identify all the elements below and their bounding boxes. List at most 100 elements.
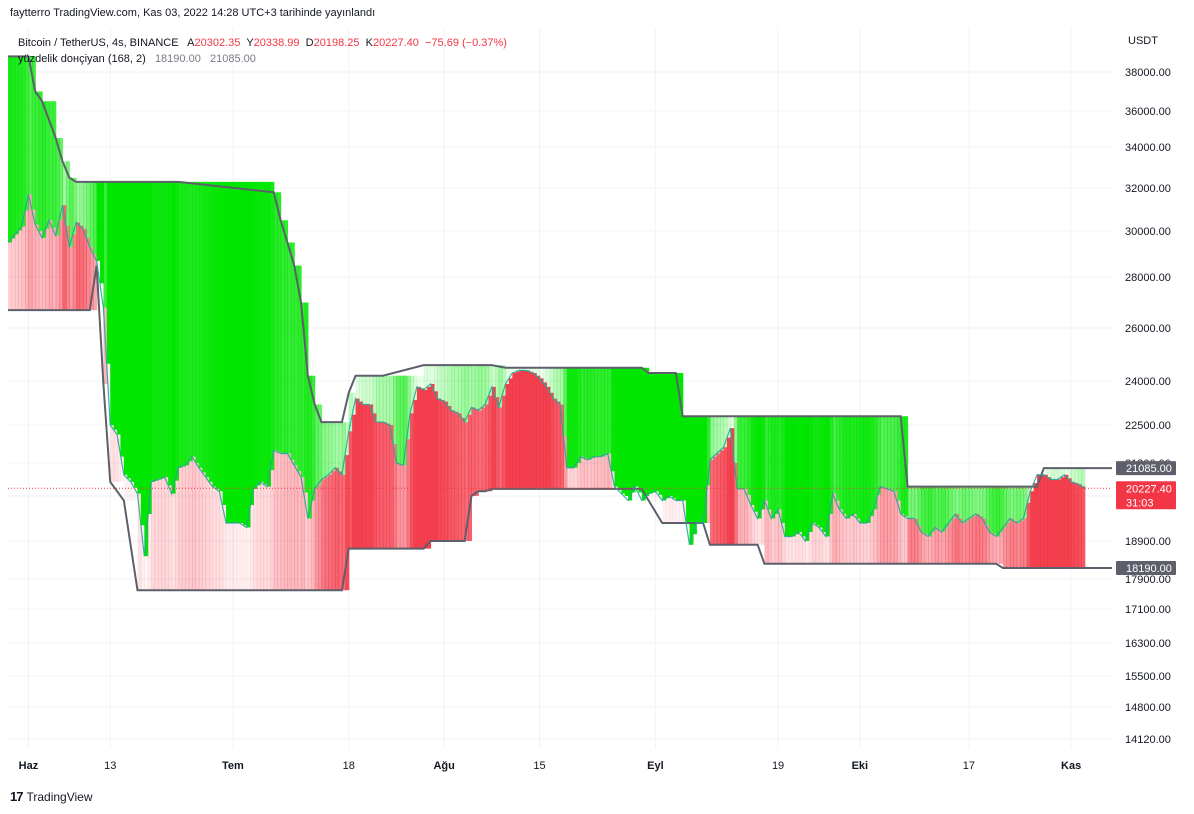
bear-fill-strip: [127, 478, 132, 501]
bear-fill-strip: [600, 456, 605, 489]
bear-fill-strip: [900, 514, 905, 564]
bear-fill-strip: [1047, 477, 1052, 568]
bear-fill-strip: [35, 224, 40, 311]
indicator-legend-row[interactable]: yüzdelik dонçiyan (168, 2) 18190.00 2108…: [18, 51, 507, 67]
y-axis[interactable]: USDT 38000.00 36000.00 34000.00 32000.00 3000…: [1125, 35, 1171, 746]
bull-fill-strip: [386, 375, 391, 424]
bull-fill-strip: [301, 302, 306, 478]
bull-fill-strip: [808, 416, 813, 532]
bear-fill-strip: [907, 518, 912, 564]
bear-fill-strip: [338, 471, 343, 591]
bull-fill-strip: [1064, 468, 1069, 475]
symbol-legend-row[interactable]: Bitcoin / TetherUS, 4s, BINANCE A20302.3…: [18, 35, 507, 51]
bull-fill-strip: [641, 367, 646, 501]
bull-fill-strip: [542, 367, 547, 383]
bull-fill-strip: [675, 373, 680, 501]
bull-fill-strip: [890, 416, 895, 491]
bull-fill-strip: [689, 416, 694, 545]
bull-fill-strip: [89, 181, 94, 248]
bear-fill-strip: [580, 456, 585, 489]
bull-fill-strip: [253, 181, 258, 489]
bull-fill-strip: [297, 265, 302, 472]
indicator-low-value: 18190.00: [154, 53, 201, 65]
bear-fill-strip: [798, 532, 803, 564]
bear-fill-strip: [284, 453, 289, 591]
bull-fill-strip: [788, 416, 793, 537]
chart-svg[interactable]: USDT 38000.00 36000.00 34000.00 32000.00 3000…: [0, 28, 1194, 785]
bear-fill-strip: [934, 527, 939, 564]
bull-fill-strip: [948, 486, 953, 523]
bull-fill-strip: [968, 486, 973, 519]
bear-fill-strip: [890, 490, 895, 564]
bull-fill-strip: [399, 375, 404, 465]
bear-fill-strip: [750, 505, 755, 545]
bear-fill-strip: [921, 532, 926, 564]
bull-fill-strip: [416, 375, 421, 387]
bear-fill-strip: [86, 237, 91, 311]
bear-fill-strip: [474, 408, 479, 496]
bear-fill-strip: [924, 534, 929, 564]
bear-fill-strip: [815, 525, 820, 564]
bull-fill-strip: [665, 373, 670, 499]
bull-fill-strip: [471, 365, 476, 408]
bear-fill-strip: [140, 525, 145, 591]
bear-fill-strip: [634, 486, 639, 489]
bull-fill-strip: [69, 177, 74, 248]
bull-fill-strip: [529, 367, 534, 372]
bull-fill-strip: [314, 404, 319, 489]
bull-fill-strip: [590, 367, 595, 459]
bull-fill-strip: [958, 486, 963, 519]
y-tick-label: 14800.00: [1125, 702, 1171, 714]
bull-fill-strip: [100, 181, 105, 284]
bull-fill-strip: [249, 181, 254, 505]
bull-fill-strip: [219, 181, 224, 492]
bear-fill-strip: [880, 486, 885, 564]
bull-fill-strip: [355, 375, 360, 399]
bear-fill-strip: [577, 463, 582, 489]
price-series: [7, 194, 1112, 557]
bull-fill-strip: [450, 365, 455, 411]
bear-fill-strip: [328, 474, 333, 591]
tradingview-logo-icon: 17: [10, 789, 24, 804]
bear-fill-strip: [28, 194, 33, 311]
bear-fill-strip: [8, 242, 13, 311]
price-chart[interactable]: USDT 38000.00 36000.00 34000.00 32000.00 3000…: [0, 28, 1194, 785]
bear-fill-strip: [236, 523, 241, 591]
bull-fill-strip: [280, 220, 285, 454]
bull-fill-strip: [212, 181, 217, 487]
bear-fill-strip: [740, 488, 745, 545]
bear-fill-strip: [566, 467, 571, 489]
bear-fill-strip: [192, 456, 197, 591]
bear-fill-strip: [471, 407, 476, 496]
upper-channel-tag: 21085.00: [1126, 463, 1172, 475]
bear-fill-strip: [168, 485, 173, 591]
bear-fill-strip: [21, 226, 26, 311]
bull-fill-strip: [1023, 486, 1028, 519]
bull-fill-strip: [846, 416, 851, 519]
bear-fill-strip: [856, 518, 861, 564]
bull-fill-strip: [427, 365, 432, 387]
x-tick-label: 18: [343, 760, 355, 772]
chart-legend[interactable]: Bitcoin / TetherUS, 4s, BINANCE A20302.3…: [18, 35, 507, 67]
bear-fill-strip: [481, 407, 486, 492]
bull-fill-strip: [48, 101, 53, 221]
bull-fill-strip: [747, 416, 752, 495]
bull-fill-strip: [157, 181, 162, 480]
bear-fill-strip: [222, 505, 227, 591]
x-axis[interactable]: Haz 13 Tem 18 Ağu 15 Eyl 19 Eki 17 Kas: [19, 760, 1082, 772]
y-tick-label: 28000.00: [1125, 272, 1171, 284]
bull-fill-strip: [907, 486, 912, 519]
bull-fill-strip: [587, 367, 592, 460]
bull-fill-strip: [376, 375, 381, 423]
bear-fill-strip: [774, 514, 779, 564]
published-header: faytterro TradingView.com, Kas 03, 2022 …: [10, 7, 376, 19]
bear-fill-strip: [962, 523, 967, 564]
bear-fill-strip: [1077, 484, 1082, 568]
x-tick-label: Eki: [852, 760, 869, 772]
bull-fill-strip: [985, 486, 990, 526]
bull-fill-strip: [679, 373, 684, 501]
channel-lines: [8, 55, 1112, 592]
bull-fill-strip: [972, 486, 977, 517]
footer[interactable]: 17 TradingView: [10, 789, 93, 804]
x-tick-label: 15: [533, 760, 545, 772]
